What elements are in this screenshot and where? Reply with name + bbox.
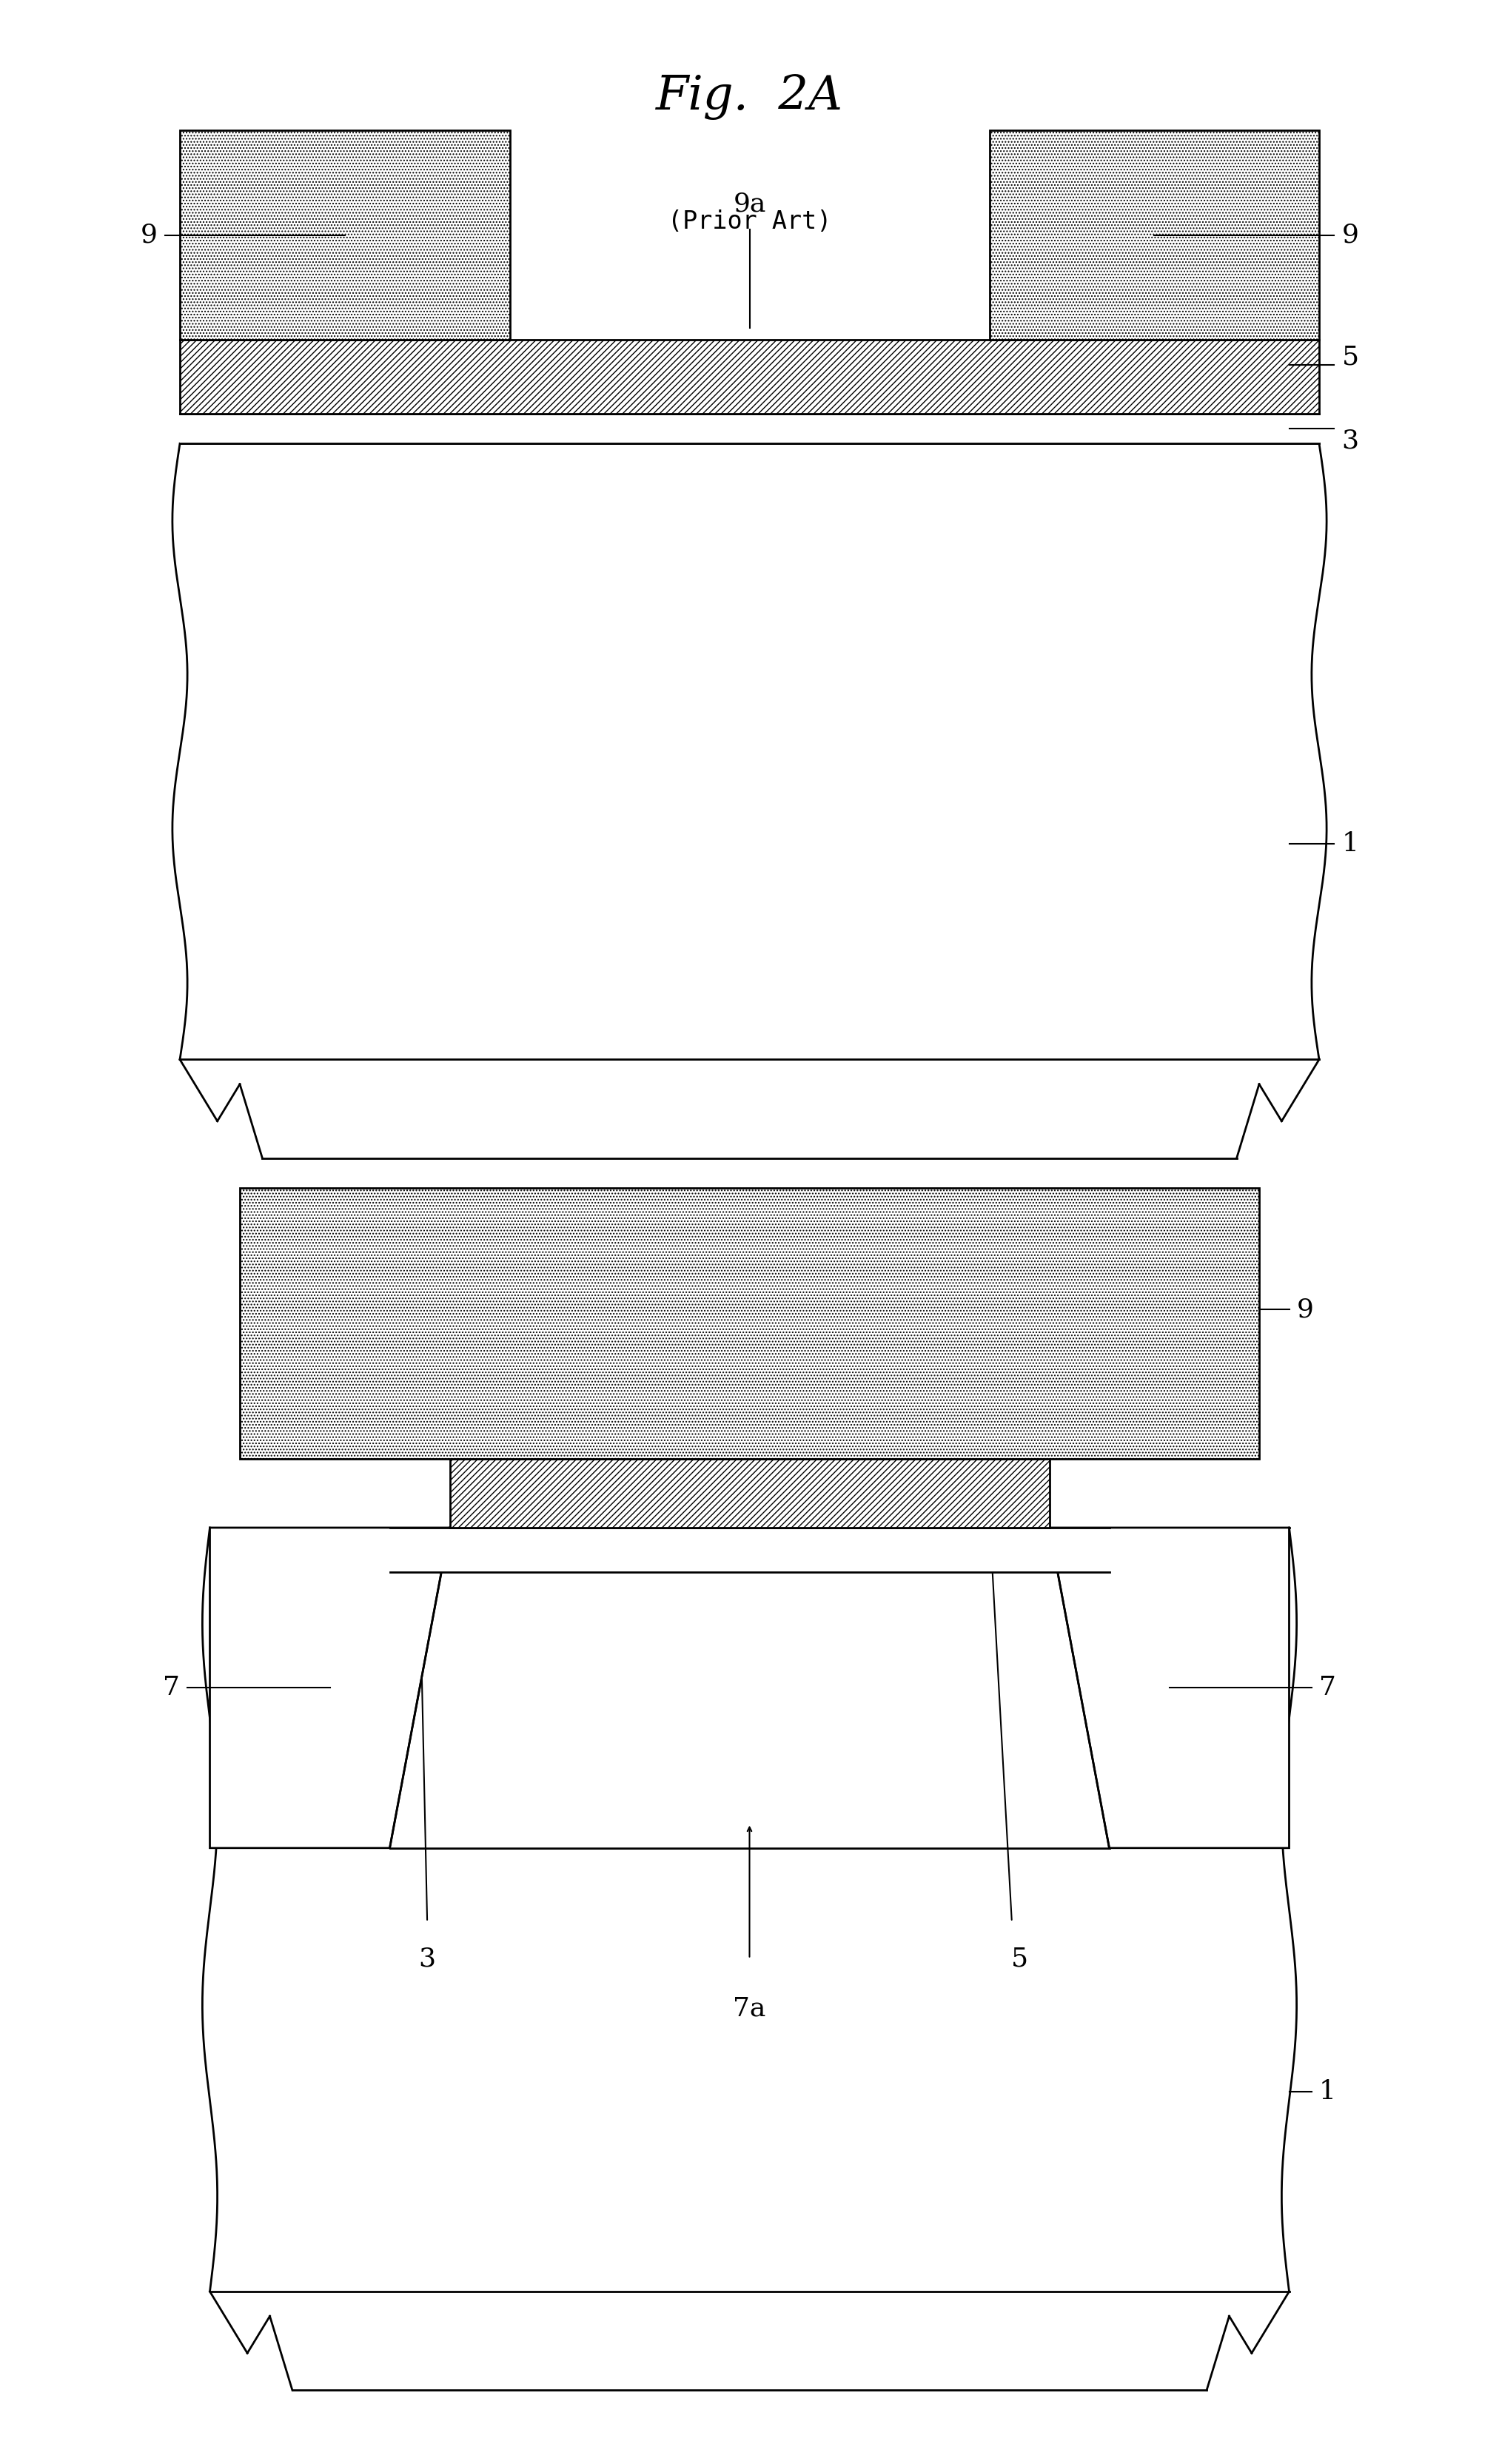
Text: 5: 5 — [1010, 1947, 1028, 1971]
Text: 1: 1 — [1319, 2080, 1336, 2104]
Text: 9: 9 — [1297, 1296, 1313, 1323]
Polygon shape — [1049, 1528, 1289, 1848]
Text: 3: 3 — [418, 1947, 436, 1971]
Text: (Prior Art): (Prior Art) — [667, 209, 832, 234]
Polygon shape — [210, 1528, 450, 1848]
Text: Fig.  2B: Fig. 2B — [655, 1244, 844, 1291]
Text: (Prior Art): (Prior Art) — [667, 1380, 832, 1404]
Bar — [989, 131, 1319, 340]
Text: Fig.  2A: Fig. 2A — [657, 74, 842, 121]
Text: 3: 3 — [1342, 429, 1358, 453]
Bar — [240, 1188, 1259, 1459]
Text: 1: 1 — [1342, 830, 1358, 857]
Text: 9a: 9a — [733, 192, 766, 217]
Text: 5: 5 — [1342, 345, 1358, 370]
Text: 9: 9 — [1342, 222, 1358, 249]
Text: 7: 7 — [1319, 1676, 1336, 1700]
Bar — [210, 1528, 1289, 2292]
Bar — [180, 131, 510, 340]
Text: 9: 9 — [141, 222, 157, 249]
Bar — [450, 1459, 1049, 1528]
Text: 7: 7 — [163, 1676, 180, 1700]
Text: 7a: 7a — [733, 1996, 766, 2020]
Bar — [180, 340, 1319, 414]
